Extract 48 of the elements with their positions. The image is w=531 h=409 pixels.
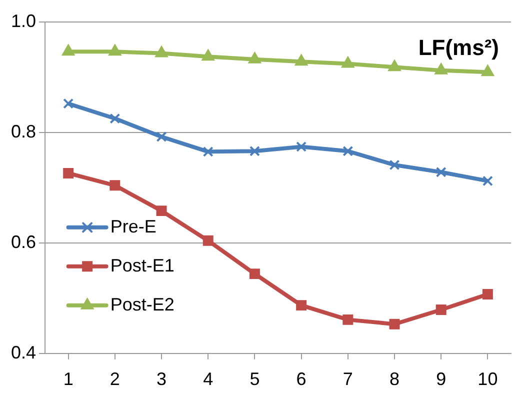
x-tick-label: 2 — [110, 369, 120, 390]
point — [388, 60, 401, 72]
x-tick-label: 8 — [390, 369, 400, 390]
point — [202, 146, 214, 157]
point — [436, 304, 446, 315]
legend-label: Pre-E — [110, 216, 156, 236]
point — [108, 44, 122, 56]
point — [248, 52, 261, 64]
point — [342, 314, 354, 325]
text: LF(ms²) — [418, 34, 499, 60]
point — [202, 235, 214, 246]
point — [110, 113, 120, 124]
point — [249, 268, 260, 280]
legend-label: Post-E1 — [110, 255, 174, 276]
legend-label: Post-E2 — [110, 294, 174, 314]
point — [436, 166, 446, 178]
x-tick-label: 3 — [156, 369, 167, 390]
point — [389, 318, 400, 330]
x-tick-label: 9 — [436, 369, 446, 390]
x-tick-label: 4 — [203, 369, 214, 390]
point — [342, 146, 354, 156]
point — [295, 54, 308, 66]
point — [63, 168, 74, 178]
point — [156, 206, 167, 216]
point — [63, 98, 74, 109]
point — [296, 141, 307, 152]
point — [482, 289, 493, 300]
x-tick-label: 10 — [478, 369, 498, 390]
point — [342, 56, 354, 68]
point — [155, 46, 168, 58]
x-tick-label: 7 — [342, 369, 353, 390]
x-tick-label: 1 — [63, 369, 74, 390]
y-tick-label: 1.0 — [10, 10, 36, 31]
y-tick-label: 0.6 — [10, 232, 36, 252]
x-tick-label: 5 — [250, 369, 260, 390]
point — [389, 160, 400, 170]
point — [202, 50, 214, 61]
point — [156, 132, 167, 142]
x-tick-label: 6 — [296, 369, 306, 390]
point — [62, 44, 75, 56]
point — [482, 176, 493, 186]
point — [434, 63, 448, 74]
y-tick-label: 0.4 — [10, 342, 36, 362]
point — [482, 65, 494, 76]
point — [110, 180, 120, 191]
point — [296, 300, 307, 311]
point — [249, 146, 260, 156]
y-tick-label: 0.8 — [10, 121, 36, 142]
